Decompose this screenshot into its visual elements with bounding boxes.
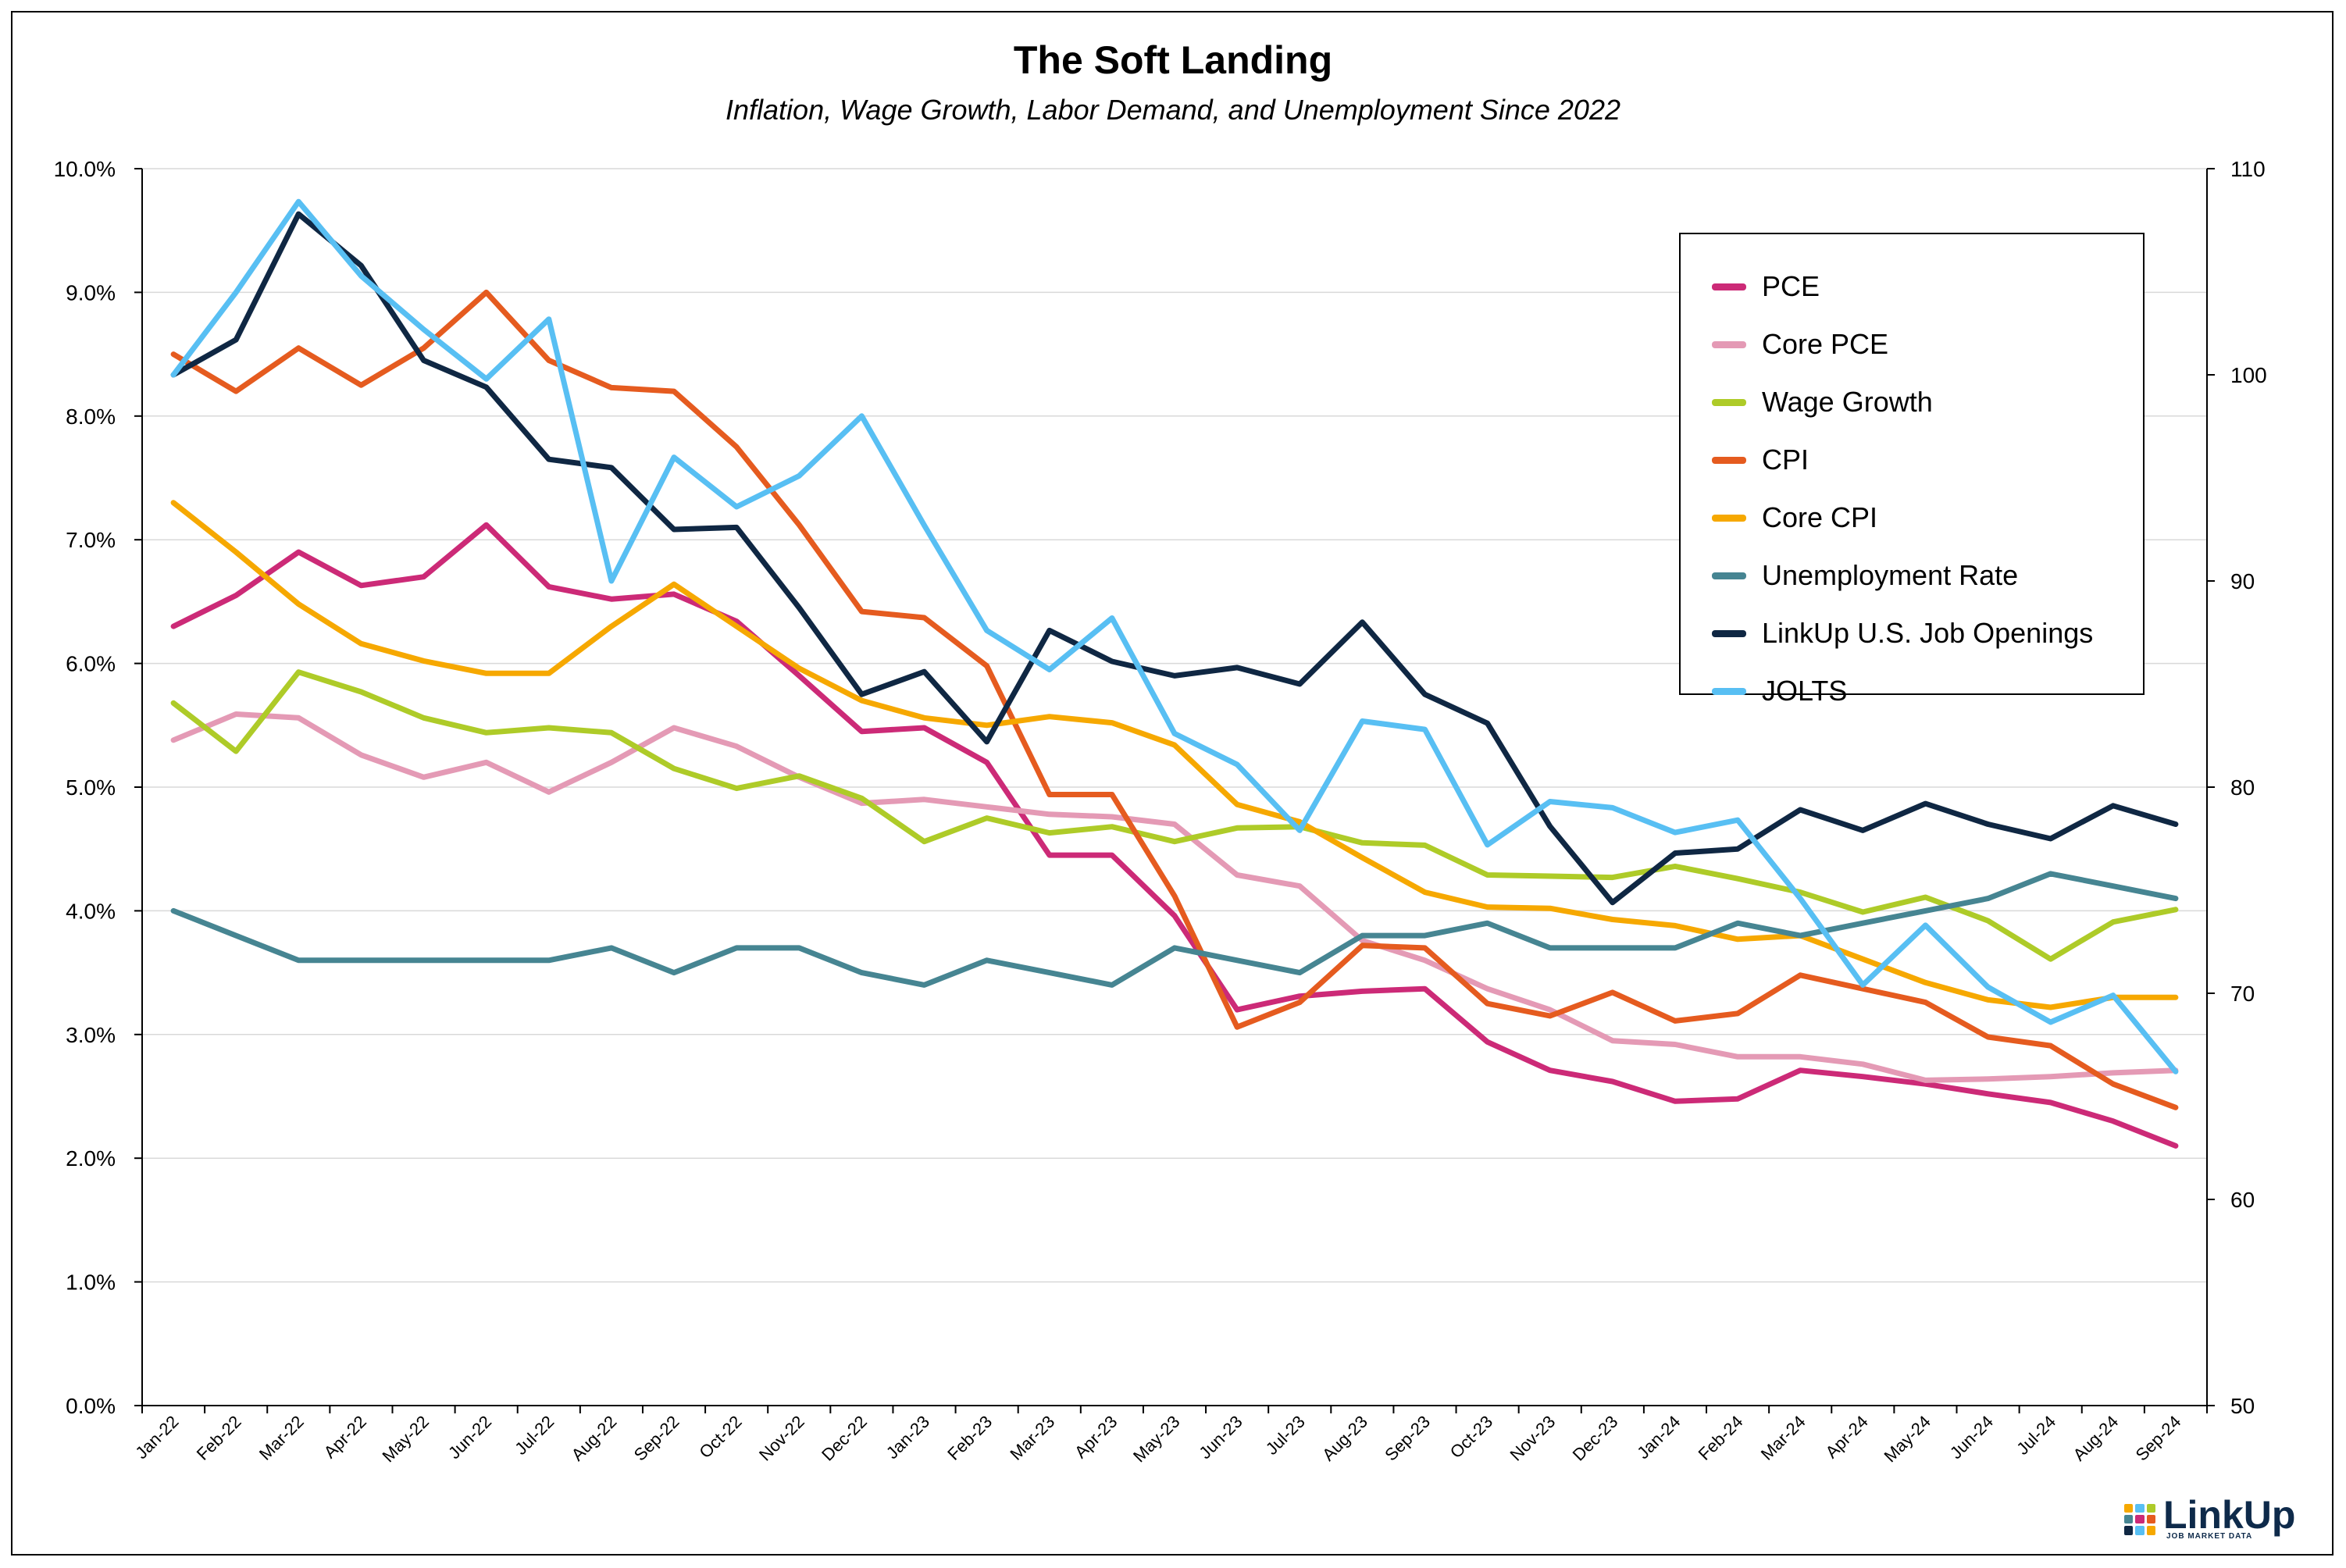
legend-label: JOLTS bbox=[1762, 675, 1848, 707]
linkup-logo: LinkUp JOB MARKET DATA bbox=[2124, 1493, 2296, 1541]
x-tick-label: Jun-24 bbox=[1946, 1412, 1997, 1463]
x-tick-label: Jun-22 bbox=[444, 1412, 495, 1463]
logo-tagline: JOB MARKET DATA bbox=[2166, 1532, 2253, 1541]
y-left-tick-label: 8.0% bbox=[66, 404, 116, 429]
legend-item-linkup-u-s-job-openings: LinkUp U.S. Job Openings bbox=[1712, 604, 2093, 662]
x-tick-label: Apr-24 bbox=[1821, 1412, 1871, 1462]
y-right-tick-label: 110 bbox=[2230, 157, 2266, 181]
legend-item-jolts: JOLTS bbox=[1712, 662, 1847, 720]
legend-label: LinkUp U.S. Job Openings bbox=[1762, 617, 2094, 649]
x-tick-label: Aug-24 bbox=[2070, 1412, 2123, 1465]
series-line-jolts bbox=[170, 198, 2179, 1074]
x-tick-label: Sep-24 bbox=[2132, 1412, 2185, 1465]
legend-label: Core PCE bbox=[1762, 328, 1889, 360]
series-line-unemployment-rate bbox=[170, 871, 2179, 988]
series-line-linkup-u-s-job-openings bbox=[170, 211, 2179, 906]
series-lines bbox=[170, 198, 2179, 1149]
x-tick-label: May-22 bbox=[379, 1412, 433, 1466]
y-left-tick-label: 6.0% bbox=[66, 652, 116, 676]
x-tick-label: Dec-23 bbox=[1569, 1412, 1622, 1465]
logo-name: LinkUp bbox=[2163, 1493, 2296, 1537]
x-tick-label: May-24 bbox=[1880, 1412, 1934, 1466]
y-right-tick-label: 100 bbox=[2230, 363, 2267, 387]
x-tick-label: Sep-22 bbox=[630, 1412, 683, 1465]
series-line-core-cpi bbox=[170, 500, 2179, 1010]
x-tick-label: Nov-22 bbox=[755, 1412, 808, 1465]
x-tick-label: Jul-23 bbox=[1262, 1412, 1309, 1459]
chart-title: The Soft Landing bbox=[1013, 38, 1333, 82]
legend-item-unemployment-rate: Unemployment Rate bbox=[1712, 547, 2018, 604]
y-right-tick-label: 80 bbox=[2230, 775, 2255, 800]
x-tick-label: Nov-23 bbox=[1506, 1412, 1559, 1465]
y-right-tick-label: 50 bbox=[2230, 1394, 2255, 1418]
legend-swatch bbox=[1712, 398, 1746, 406]
x-tick-label: Jul-24 bbox=[2013, 1412, 2059, 1459]
legend-item-core-cpi: Core CPI bbox=[1712, 489, 1877, 547]
y-left-tick-label: 7.0% bbox=[66, 528, 116, 552]
y-left-tick-label: 1.0% bbox=[66, 1270, 116, 1295]
axes bbox=[134, 168, 2215, 1413]
series-line-wage-growth bbox=[170, 669, 2179, 962]
legend-item-pce: PCE bbox=[1712, 258, 1820, 315]
x-tick-label: Aug-23 bbox=[1318, 1412, 1371, 1465]
legend-label: CPI bbox=[1762, 444, 1809, 476]
x-tick-label: May-23 bbox=[1129, 1412, 1184, 1466]
legend-label: Unemployment Rate bbox=[1762, 559, 2019, 591]
x-tick-label: Aug-22 bbox=[568, 1412, 621, 1465]
chart-subtitle: Inflation, Wage Growth, Labor Demand, an… bbox=[726, 94, 1620, 126]
legend: PCE Core PCE Wage Growth CPI Core CPI Unemplo… bbox=[1679, 233, 2145, 707]
x-tick-label: Jan-22 bbox=[131, 1412, 182, 1463]
y-left-tick-label: 2.0% bbox=[66, 1146, 116, 1171]
y-left-tick-label: 0.0% bbox=[66, 1394, 116, 1418]
x-tick-label: Mar-23 bbox=[1006, 1412, 1058, 1464]
y-right-tick-label: 70 bbox=[2230, 982, 2255, 1006]
legend-swatch bbox=[1712, 572, 1746, 579]
y-left-tick-label: 10.0% bbox=[54, 157, 116, 181]
x-tick-label: Feb-23 bbox=[943, 1412, 996, 1464]
x-tick-label: Oct-23 bbox=[1446, 1412, 1496, 1462]
logo-grid-icon bbox=[2124, 1503, 2155, 1535]
x-tick-label: Sep-23 bbox=[1381, 1412, 1434, 1465]
y-left-tick-label: 5.0% bbox=[66, 775, 116, 800]
legend-swatch bbox=[1712, 687, 1746, 695]
x-tick-label: Apr-23 bbox=[1071, 1412, 1121, 1462]
legend-swatch bbox=[1712, 283, 1746, 290]
y-right-tick-label: 60 bbox=[2230, 1188, 2255, 1212]
y-left-tick-label: 3.0% bbox=[66, 1023, 116, 1047]
x-tick-label: Apr-22 bbox=[320, 1412, 370, 1462]
y-right-tick-label: 90 bbox=[2230, 569, 2255, 593]
legend-item-wage-growth: Wage Growth bbox=[1712, 373, 1933, 431]
x-tick-label: Jun-23 bbox=[1195, 1412, 1246, 1463]
series-line-core-pce bbox=[170, 711, 2179, 1083]
series-line-pce bbox=[170, 522, 2179, 1149]
x-tick-label: Dec-22 bbox=[818, 1412, 871, 1465]
x-tick-label: Mar-24 bbox=[1757, 1412, 1809, 1464]
legend-swatch bbox=[1712, 340, 1746, 348]
x-tick-label: Feb-24 bbox=[1695, 1412, 1747, 1464]
x-tick-label: Mar-22 bbox=[255, 1412, 308, 1464]
legend-item-cpi: CPI bbox=[1712, 431, 1809, 489]
x-tick-label: Jul-22 bbox=[511, 1412, 558, 1459]
legend-label: Core CPI bbox=[1762, 501, 1878, 533]
x-tick-label: Jan-24 bbox=[1633, 1412, 1684, 1463]
x-tick-label: Oct-22 bbox=[695, 1412, 745, 1462]
series-line-cpi bbox=[170, 289, 2179, 1110]
y-left-tick-label: 9.0% bbox=[66, 280, 116, 305]
x-tick-label: Feb-22 bbox=[193, 1412, 245, 1464]
legend-swatch bbox=[1712, 456, 1746, 464]
legend-swatch bbox=[1712, 629, 1746, 637]
legend-swatch bbox=[1712, 514, 1746, 522]
legend-label: PCE bbox=[1762, 270, 1820, 302]
x-tick-label: Jan-23 bbox=[882, 1412, 933, 1463]
legend-item-core-pce: Core PCE bbox=[1712, 315, 1888, 373]
legend-label: Wage Growth bbox=[1762, 386, 1933, 418]
y-left-tick-label: 4.0% bbox=[66, 899, 116, 923]
